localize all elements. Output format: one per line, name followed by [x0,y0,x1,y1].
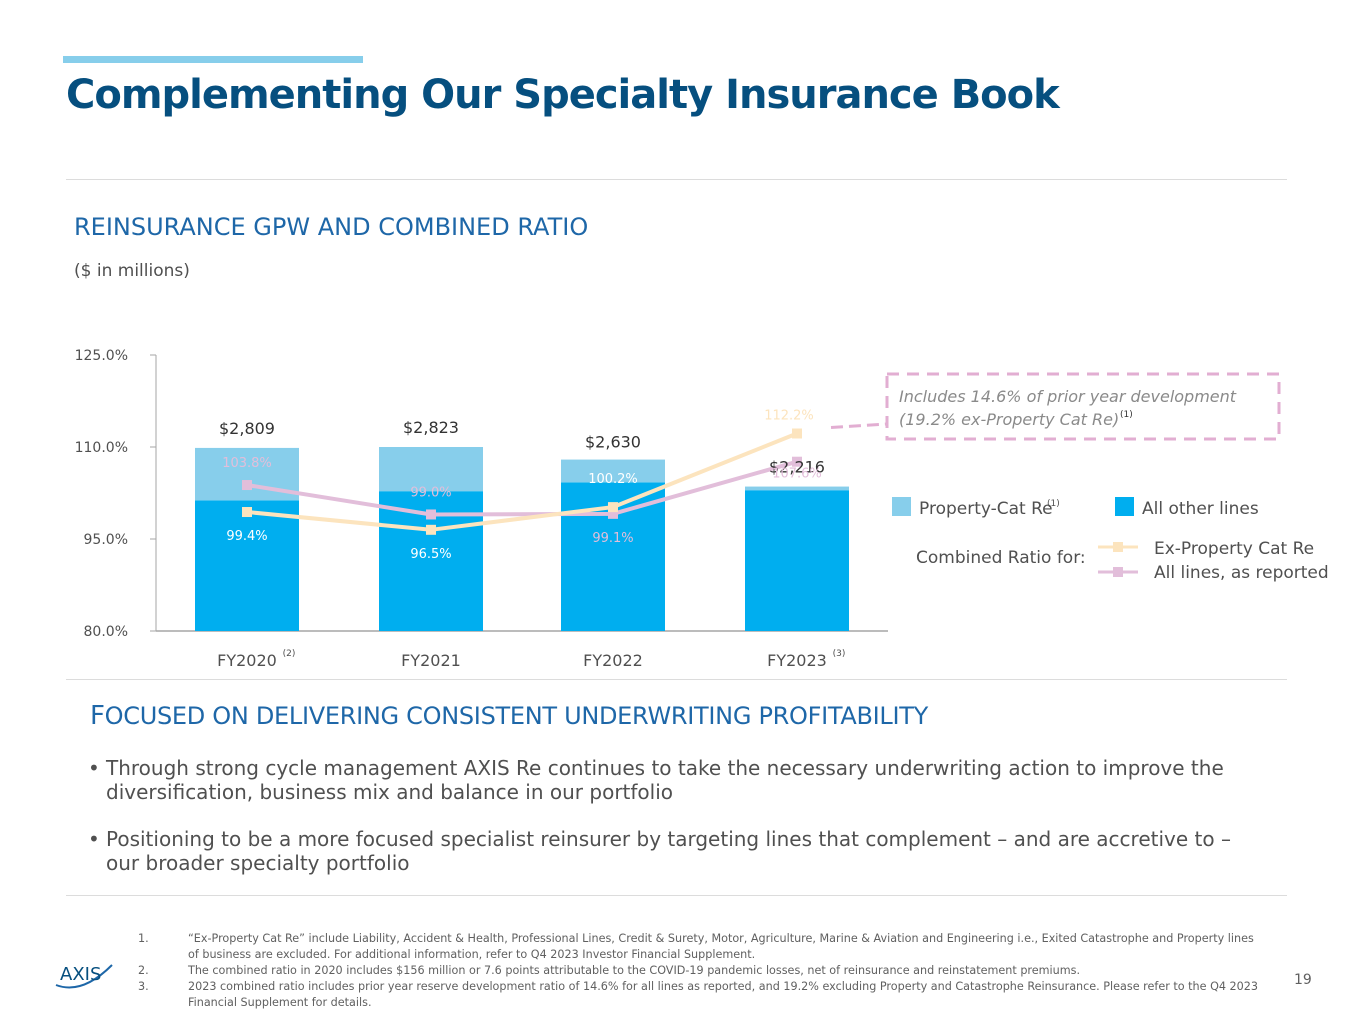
page-title: Complementing Our Specialty Insurance Bo… [66,72,1060,118]
footnote-number: 2. [138,964,149,977]
label-all-lines: 99.1% [592,531,633,546]
footnotes: 1. “Ex-Property Cat Re” include Liability… [138,931,1268,1011]
chart-callout: Includes 14.6% of prior year development… [830,372,1281,441]
footnote-item: 3. 2023 combined ratio includes prior yea… [138,979,1268,1011]
label-all-lines: 99.0% [410,485,451,500]
line-ex-property-cat [246,431,798,532]
point-ex-property-cat [608,502,618,513]
callout-box [885,372,1281,441]
legend-swatch-property-cat [892,497,911,516]
divider-top [66,179,1287,180]
label-all-lines: 107.6% [772,467,822,482]
footnote-number: 1. [138,932,149,945]
gpw-label: $2,216 [769,458,825,477]
legend-label-other-lines: All other lines [1142,499,1259,519]
footnote-text: 2023 combined ratio includes prior year … [188,980,1259,1009]
footnote-text: “Ex-Property Cat Re” include Liability, … [188,932,1254,961]
divider-bottom [66,895,1287,896]
y-tick-label: 80.0% [84,624,128,640]
bar-property-cat [379,447,483,492]
section-title-profitability: FOCUSED ON DELIVERING CONSISTENT UNDERWR… [90,701,928,731]
chart-bars [195,447,849,631]
section-title-rest: OCUSED ON DELIVERING CONSISTENT UNDERWRI… [104,702,929,730]
bullet-item: • Through strong cycle management AXIS R… [88,756,1248,804]
x-category-label: FY2023 [767,651,827,670]
bullet-text: Through strong cycle management AXIS Re … [106,756,1224,804]
gpw-label: $2,809 [219,419,275,438]
logo-text: AXIS [60,964,101,985]
legend-marker-all-lines [1113,567,1123,577]
footnote-item: 1. “Ex-Property Cat Re” include Liability… [138,931,1268,963]
legend-superscript: (1) [1047,499,1060,509]
footnote-number: 3. [138,980,149,993]
x-category-label: FY2022 [583,651,643,670]
bullet-item: • Positioning to be a more focused speci… [88,827,1248,875]
chart-labels: $2,809 FY2020 (2) $2,823 FY2021 $2,630 FY2022 $… [217,409,845,670]
bar-other-lines [195,500,299,631]
bullet-marker: • [88,827,100,851]
label-ex-property-cat: 96.5% [410,547,451,562]
gpw-label: $2,630 [585,433,641,452]
chart-legend: Property-Cat Re(1) All other lines Combine… [892,497,1329,583]
legend-label-all-lines: All lines, as reported [1154,563,1329,583]
section-title-reinsurance: REINSURANCE GPW AND COMBINED RATIO [74,213,589,241]
label-ex-property-cat: 99.4% [226,529,267,544]
bar-property-cat [561,459,665,483]
legend-swatch-other-lines [1115,497,1134,516]
bar-property-cat [745,486,849,491]
callout-superscript: (1) [1120,410,1133,420]
y-tick-label: 95.0% [84,532,128,548]
legend-marker-ex-cat [1113,542,1123,552]
point-ex-property-cat [792,428,802,439]
line-all-lines [246,459,798,517]
x-category-label: FY2021 [401,651,461,670]
point-all-lines [426,509,436,520]
label-ex-property-cat: 112.2% [764,409,814,424]
gpw-label: $2,823 [403,418,459,437]
footnote-item: 2. The combined ratio in 2020 includes $1… [138,963,1268,979]
point-all-lines [242,480,252,491]
bullet-marker: • [88,756,100,780]
label-all-lines: 103.8% [222,456,272,471]
callout-line1: Includes 14.6% of prior year development [899,387,1237,406]
point-all-lines [608,508,618,519]
page-number: 19 [1294,972,1312,988]
title-accent-bar [63,56,363,63]
point-all-lines [792,456,802,467]
logo-swoosh [55,964,113,989]
label-ex-property-cat: 100.2% [588,472,638,487]
units-label: ($ in millions) [74,261,190,281]
axis-logo: AXIS [55,964,113,989]
y-tick-label: 125.0% [75,348,128,364]
chart-lines [242,428,802,535]
point-ex-property-cat [426,524,436,535]
footnote-text: The combined ratio in 2020 includes $156… [188,964,1081,977]
callout-line2: (19.2% ex-Property Cat Re) [899,410,1119,429]
bar-other-lines [745,490,849,631]
bullet-text: Positioning to be a more focused special… [106,827,1231,875]
x-category-superscript: (2) [283,649,296,659]
legend-label-combined-ratio-for: Combined Ratio for: [916,548,1086,568]
section-title-cap: F [90,701,105,731]
point-ex-property-cat [242,507,252,518]
y-tick-label: 110.0% [75,440,128,456]
x-category-superscript: (3) [833,649,846,659]
callout-connector [830,422,888,430]
divider-middle [66,679,1287,680]
x-category-label: FY2020 [217,651,277,670]
legend-label-ex-cat: Ex-Property Cat Re [1154,539,1314,559]
legend-label-property-cat: Property-Cat Re [919,499,1053,519]
